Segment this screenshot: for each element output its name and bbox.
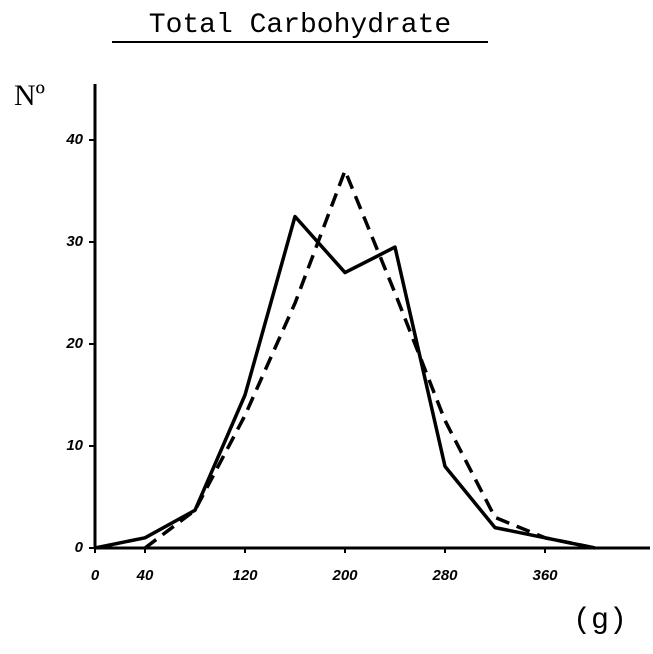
y-tick-label: 40 [65, 131, 83, 148]
y-tick-label: 30 [66, 233, 83, 250]
x-axis-label: (g) [573, 604, 627, 638]
y-tick-label: 20 [65, 335, 83, 352]
y-tick-label: 10 [66, 437, 83, 454]
x-tick-label: 200 [331, 567, 358, 584]
x-tick-label: 360 [532, 567, 558, 584]
y-tick-label: 0 [75, 539, 84, 556]
y-axis-label: Nº [14, 79, 45, 112]
x-tick-label: 120 [232, 567, 258, 584]
x-tick-label: 280 [431, 567, 458, 584]
chart-title: Total Carbohydrate [149, 10, 451, 41]
data-line [94, 214, 596, 550]
x-tick-label: 40 [136, 567, 154, 584]
x-tick-label: 0 [91, 567, 100, 584]
data-line [143, 168, 596, 550]
